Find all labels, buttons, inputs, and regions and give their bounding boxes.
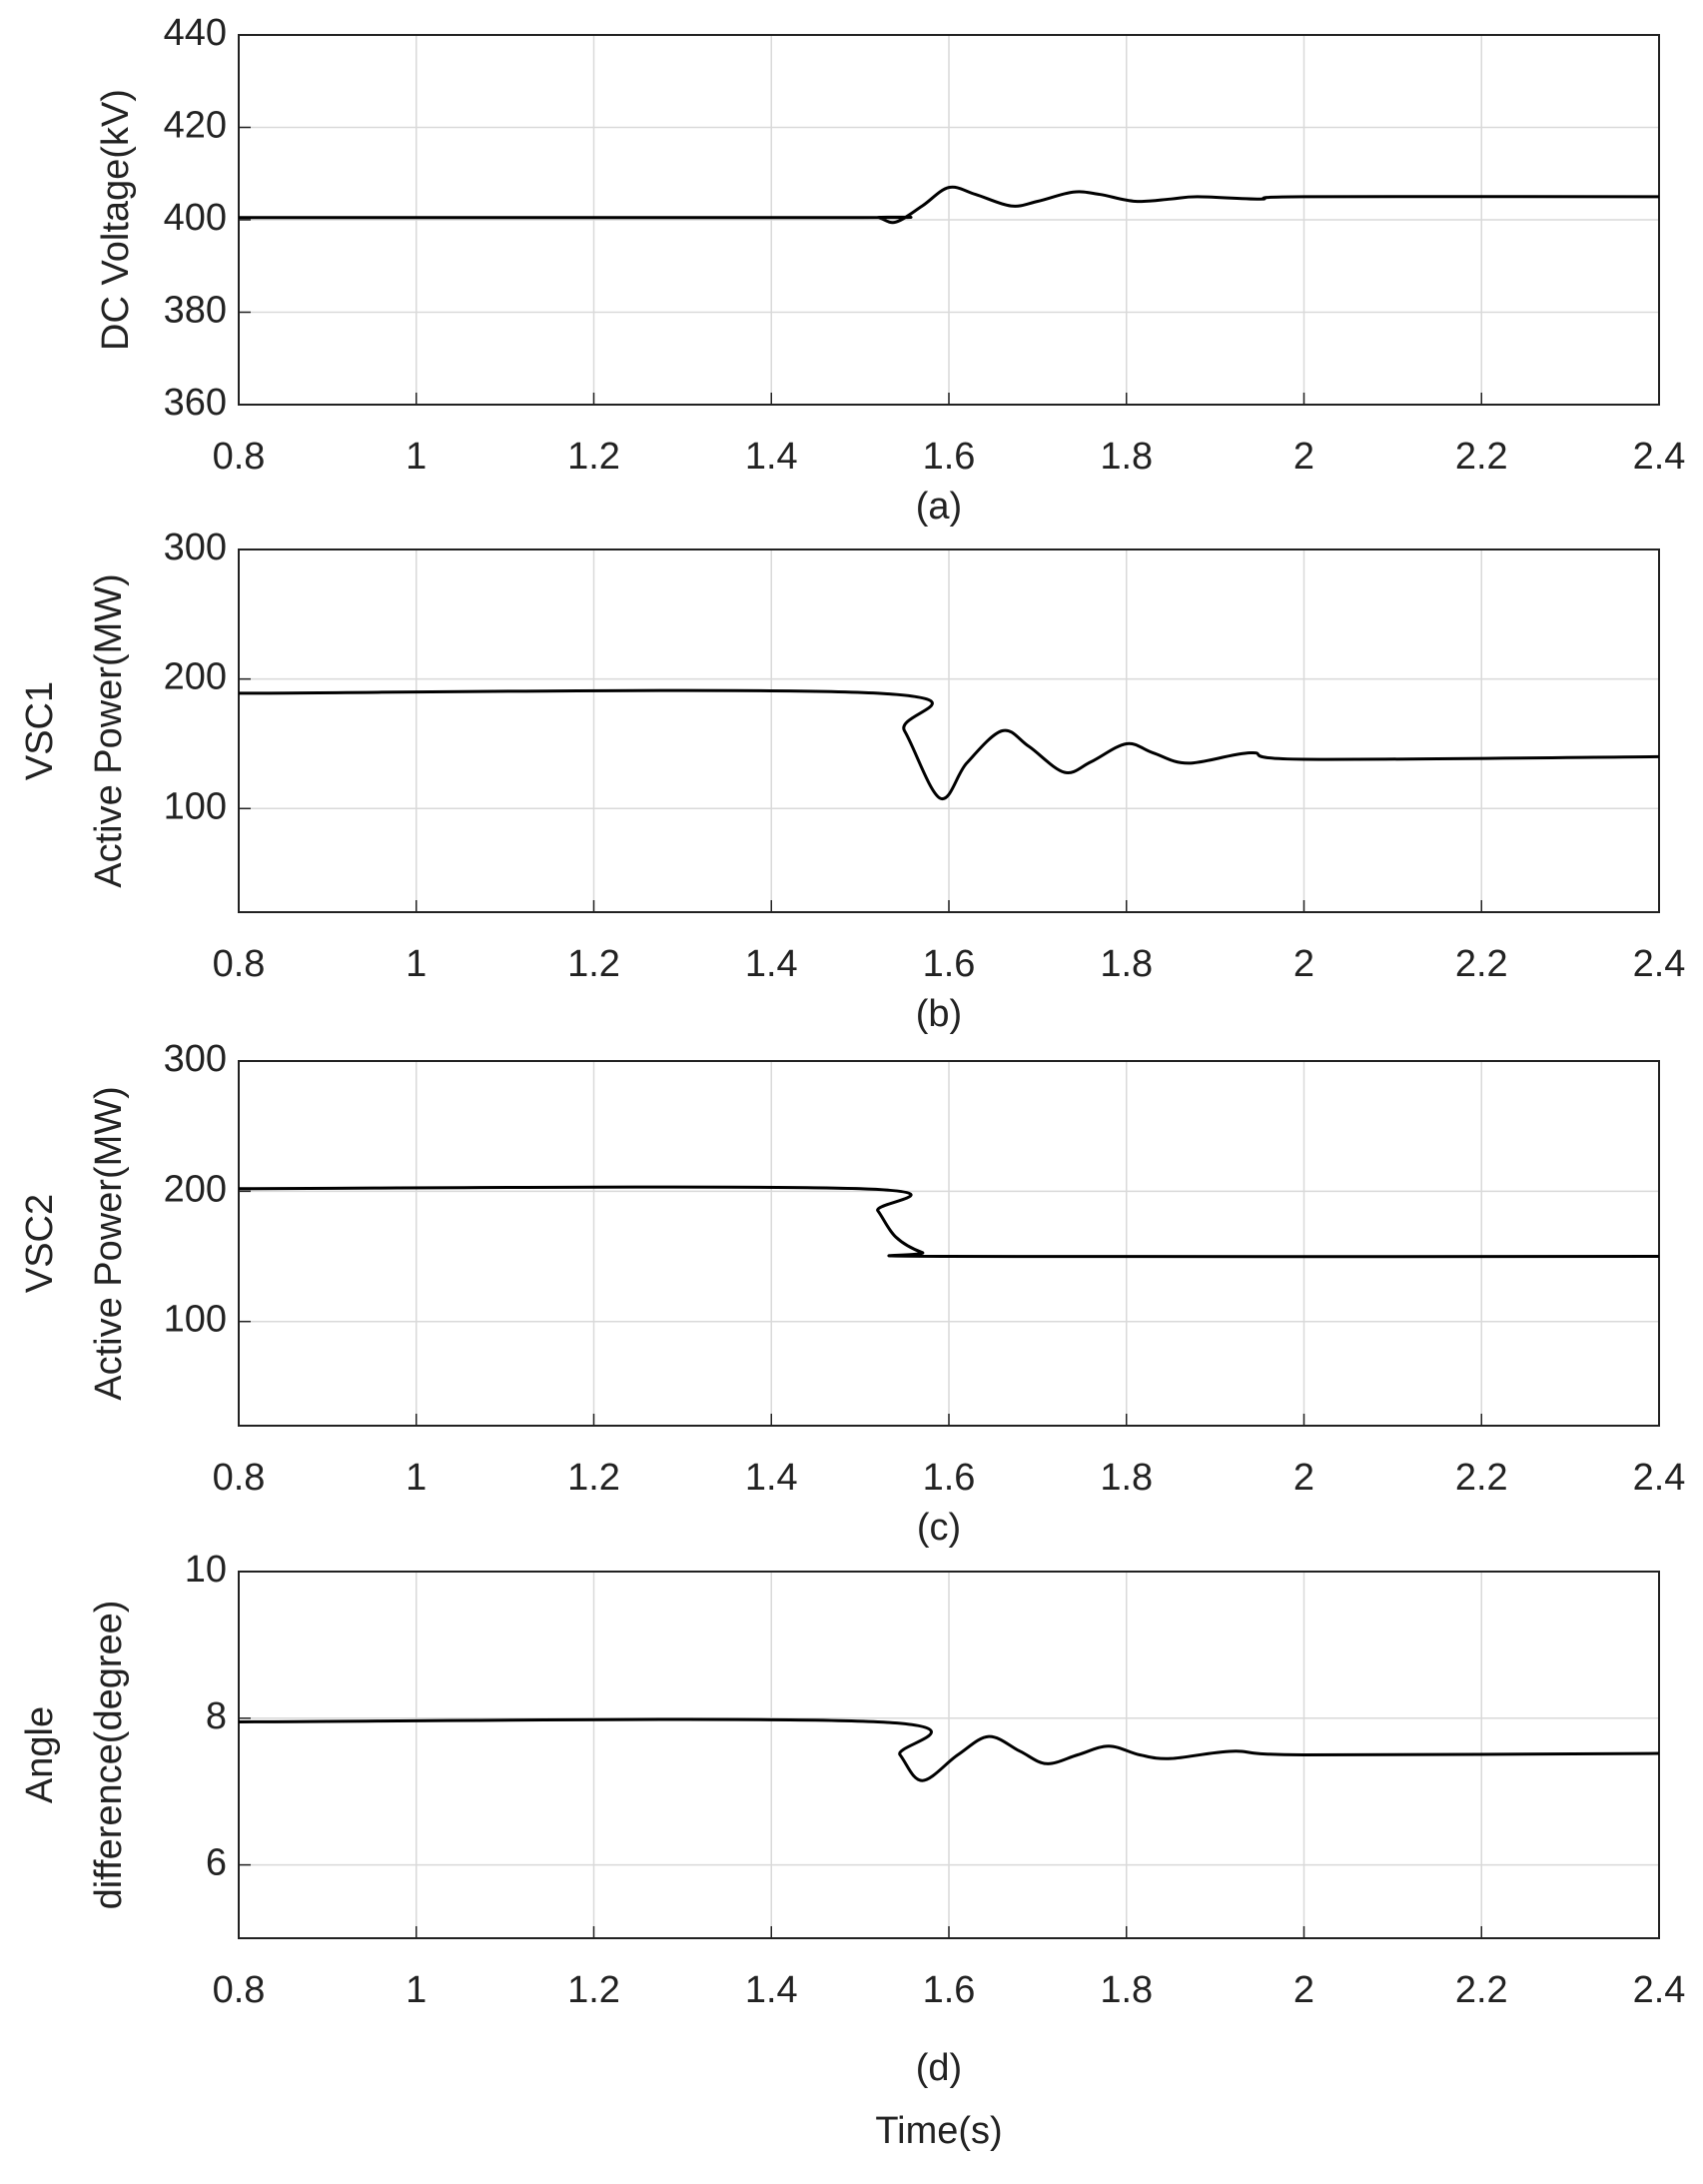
- plot-frame: [238, 34, 1660, 406]
- data-line: [239, 185, 1660, 225]
- y-axis-label: Active Power(MW): [88, 1086, 130, 1401]
- x-tick-label: 1.6: [923, 1457, 976, 1499]
- data-line: [238, 1717, 1660, 1782]
- x-tick-label: 2.4: [1633, 1969, 1686, 2011]
- x-tick-label: 2.4: [1633, 1457, 1686, 1499]
- x-tick-label: 2: [1293, 1969, 1314, 2011]
- x-tick-label: 1: [406, 943, 426, 985]
- x-tick-label: 2.2: [1455, 943, 1508, 985]
- x-tick-label: 1.4: [745, 436, 798, 478]
- y-tick-label: 300: [164, 1038, 227, 1080]
- x-tick-label: 0.8: [213, 436, 266, 478]
- x-tick-label: 1.6: [923, 1969, 976, 2011]
- x-tick-label: 0.8: [213, 1457, 266, 1499]
- y-axis-label: difference(degree): [88, 1601, 130, 1910]
- x-axis-label: Time(s): [875, 2110, 1002, 2152]
- subplot-caption: (a): [916, 486, 962, 528]
- x-tick-label: 1.8: [1100, 436, 1153, 478]
- x-tick-label: 1.2: [567, 436, 620, 478]
- subplot-caption: (d): [916, 2047, 962, 2089]
- y-tick-label: 300: [164, 527, 227, 568]
- y-tick-label: 380: [164, 290, 227, 332]
- plot-frame: [238, 1060, 1660, 1427]
- data-line: [238, 1185, 1660, 1259]
- y-tick-label: 420: [164, 105, 227, 147]
- y-tick-label: 8: [206, 1695, 227, 1737]
- x-tick-label: 1.8: [1100, 1969, 1153, 2011]
- y-tick-label: 100: [164, 1299, 227, 1341]
- x-tick-label: 1.4: [745, 1969, 798, 2011]
- x-tick-label: 1: [406, 1457, 426, 1499]
- x-tick-label: 2.4: [1633, 436, 1686, 478]
- x-tick-label: 1.4: [745, 943, 798, 985]
- x-tick-label: 0.8: [213, 1969, 266, 2011]
- x-tick-label: 2: [1293, 436, 1314, 478]
- x-tick-label: 1.8: [1100, 1457, 1153, 1499]
- x-tick-label: 1.6: [923, 436, 976, 478]
- y-axis-label: Active Power(MW): [88, 573, 130, 888]
- y-axis-label: Angle: [19, 1706, 61, 1803]
- y-axis-label: VSC1: [19, 681, 61, 780]
- x-tick-label: 2.2: [1455, 1457, 1508, 1499]
- x-tick-label: 1.6: [923, 943, 976, 985]
- y-axis-label: DC Voltage(kV): [95, 89, 137, 351]
- y-tick-label: 200: [164, 1168, 227, 1210]
- y-tick-label: 400: [164, 197, 227, 239]
- x-tick-label: 1: [406, 1969, 426, 2011]
- x-tick-label: 1: [406, 436, 426, 478]
- x-tick-label: 0.8: [213, 943, 266, 985]
- x-tick-label: 1.8: [1100, 943, 1153, 985]
- y-tick-label: 100: [164, 785, 227, 827]
- y-tick-label: 200: [164, 656, 227, 698]
- x-tick-label: 1.2: [567, 1969, 620, 2011]
- x-tick-label: 2.4: [1633, 943, 1686, 985]
- y-tick-label: 360: [164, 382, 227, 424]
- y-axis-label: VSC2: [19, 1194, 61, 1293]
- x-tick-label: 2: [1293, 1457, 1314, 1499]
- subplot-caption: (c): [917, 1507, 961, 1549]
- x-tick-label: 1.4: [745, 1457, 798, 1499]
- x-tick-label: 2.2: [1455, 436, 1508, 478]
- x-tick-label: 1.2: [567, 1457, 620, 1499]
- y-tick-label: 440: [164, 12, 227, 54]
- plot-frame: [238, 548, 1660, 913]
- x-tick-label: 2: [1293, 943, 1314, 985]
- y-tick-label: 6: [206, 1842, 227, 1884]
- subplot-caption: (b): [916, 993, 962, 1035]
- x-tick-label: 2.2: [1455, 1969, 1508, 2011]
- data-line: [238, 688, 1660, 800]
- x-tick-label: 1.2: [567, 943, 620, 985]
- y-tick-label: 10: [185, 1549, 227, 1591]
